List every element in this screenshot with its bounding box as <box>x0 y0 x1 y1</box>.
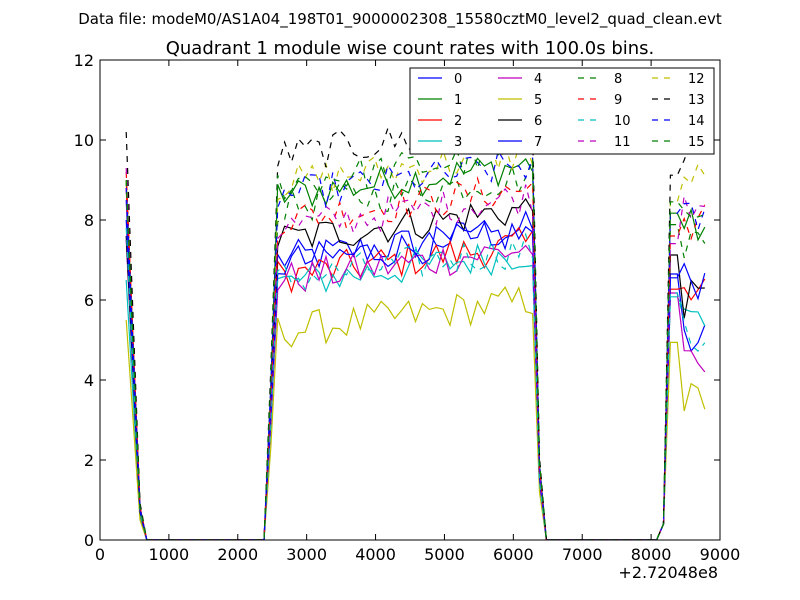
x-tick-label: 1000 <box>149 545 190 564</box>
y-tick-label: 0 <box>84 531 94 550</box>
x-offset-label: +2.72048e8 <box>618 563 718 582</box>
series-line-6 <box>125 197 705 540</box>
y-tick-label: 6 <box>84 291 94 310</box>
x-tick-label: 3000 <box>286 545 327 564</box>
x-tick-label: 7000 <box>562 545 603 564</box>
series-line-4 <box>125 239 706 540</box>
legend-label-11: 11 <box>614 135 631 150</box>
series-line-5 <box>125 286 706 540</box>
series-line-7 <box>125 219 706 540</box>
legend-label-10: 10 <box>614 114 631 129</box>
legend-label-8: 8 <box>614 72 622 87</box>
chart-title: Quadrant 1 module wise count rates with … <box>166 38 655 59</box>
plot-frame <box>99 59 721 541</box>
axis-ticks: 0 1000 2000 3000 4000 5000 6000 7000 8000 9000 0 2 4… <box>74 51 741 564</box>
series-line-3 <box>125 242 706 540</box>
x-tick-label: 6000 <box>493 545 534 564</box>
y-tick-label: 8 <box>84 211 94 230</box>
legend-label-5: 5 <box>534 93 542 108</box>
y-tick-label: 2 <box>84 451 94 470</box>
y-tick-label: 12 <box>74 51 94 70</box>
series-line-2 <box>125 187 706 540</box>
suptitle: Data file: modeM0/AS1A04_198T01_90000023… <box>78 10 722 29</box>
x-tick-label: 2000 <box>217 545 258 564</box>
legend-label-7: 7 <box>534 135 542 150</box>
series-layer <box>125 114 706 540</box>
legend-label-9: 9 <box>614 93 622 108</box>
legend-label-4: 4 <box>534 72 542 87</box>
y-tick-label: 10 <box>74 131 94 150</box>
series-line-0 <box>125 199 706 540</box>
x-tick-label: 0 <box>95 545 105 564</box>
x-tick-label: 4000 <box>355 545 396 564</box>
legend-label-13: 13 <box>688 93 705 108</box>
series-line-1 <box>125 157 706 540</box>
legend-label-1: 1 <box>454 93 462 108</box>
x-tick-label: 5000 <box>424 545 465 564</box>
legend-label-2: 2 <box>454 114 462 129</box>
series-line-8 <box>125 160 706 540</box>
legend-box <box>409 67 715 155</box>
x-tick-label: 9000 <box>700 545 741 564</box>
legend-label-12: 12 <box>688 72 705 87</box>
legend-label-6: 6 <box>534 114 542 129</box>
legend-label-15: 15 <box>688 135 705 150</box>
y-tick-label: 4 <box>84 371 94 390</box>
legend-label-14: 14 <box>688 114 705 129</box>
legend-label-0: 0 <box>454 72 462 87</box>
legend-label-3: 3 <box>454 135 462 150</box>
x-tick-label: 8000 <box>631 545 672 564</box>
series-line-9 <box>125 171 706 540</box>
